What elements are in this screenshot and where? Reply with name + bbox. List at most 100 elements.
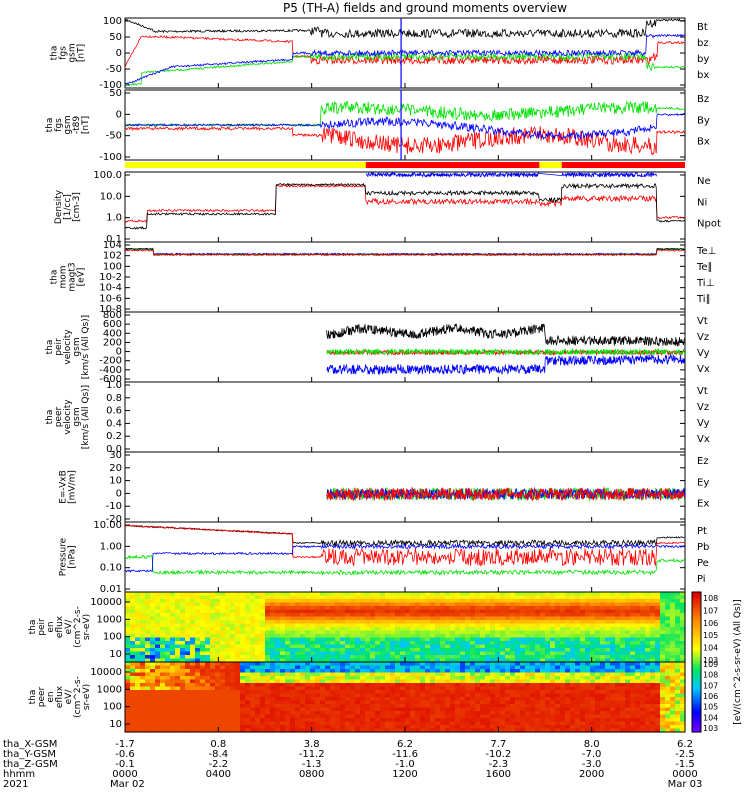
heatmap-cell [470,728,476,733]
heatmap-cell [300,623,306,628]
heatmap-cell [400,599,406,604]
heatmap-cell [175,711,181,716]
colorbar-cell [692,671,701,675]
heatmap-cell [495,627,501,632]
heatmap-cell [655,690,661,695]
heatmap-cell [500,707,506,712]
heatmap-cell [210,630,216,635]
heatmap-cell [615,686,621,691]
heatmap-cell [530,634,536,639]
heatmap-cell [370,641,376,646]
heatmap-cell [595,655,601,660]
heatmap-cell [255,711,261,716]
heatmap-cell [335,599,341,604]
heatmap-cell [465,655,471,660]
legend-ne: Ne [697,176,711,187]
heatmap-cell [340,718,346,723]
heatmap-cell [175,672,181,677]
heatmap-cell [465,704,471,709]
heatmap-cell [670,648,676,653]
heatmap-cell [295,662,301,667]
heatmap-cell [560,697,566,702]
heatmap-cell [195,704,201,709]
heatmap-cell [125,711,131,716]
heatmap-cell [260,686,266,691]
heatmap-cell [565,637,571,642]
y-axis-label: eV/ [64,619,74,635]
heatmap-cell [420,651,426,656]
heatmap-cell [375,697,381,702]
heatmap-cell [130,644,136,649]
heatmap-cell [270,613,276,618]
heatmap-cell [155,606,161,611]
heatmap-cell [360,606,366,611]
heatmap-cell [535,683,541,688]
heatmap-cell [305,714,311,719]
heatmap-cell [645,697,651,702]
heatmap-cell [330,676,336,681]
heatmap-cell [380,592,386,597]
heatmap-cell [125,669,131,674]
heatmap-cell [550,693,556,698]
heatmap-cell [270,595,276,600]
heatmap-cell [165,693,171,698]
heatmap-cell [545,704,551,709]
heatmap-cell [580,672,586,677]
heatmap-cell [585,641,591,646]
heatmap-cell [230,721,236,726]
heatmap-cell [330,662,336,667]
heatmap-cell [280,595,286,600]
heatmap-cell [245,648,251,653]
heatmap-cell [130,669,136,674]
heatmap-cell [340,651,346,656]
heatmap-cell [640,690,646,695]
heatmap-cell [455,672,461,677]
heatmap-cell [200,599,206,604]
heatmap-cell [185,683,191,688]
heatmap-cell [425,693,431,698]
heatmap-cell [615,704,621,709]
heatmap-cell [370,634,376,639]
heatmap-cell [170,648,176,653]
heatmap-cell [125,704,131,709]
heatmap-cell [200,602,206,607]
heatmap-cell [145,693,151,698]
heatmap-cell [310,616,316,621]
y-tick-label: 30 [109,450,122,461]
heatmap-cell [600,690,606,695]
heatmap-cell [450,707,456,712]
heatmap-cell [290,602,296,607]
heatmap-cell [260,676,266,681]
heatmap-cell [335,630,341,635]
heatmap-cell [230,606,236,611]
heatmap-cell [650,620,656,625]
heatmap-cell [280,641,286,646]
heatmap-cell [500,609,506,614]
heatmap-cell [355,641,361,646]
heatmap-cell [535,697,541,702]
heatmap-cell [165,711,171,716]
heatmap-cell [175,634,181,639]
heatmap-cell [500,725,506,730]
heatmap-cell [515,595,521,600]
heatmap-cell [535,665,541,670]
heatmap-cell [230,711,236,716]
heatmap-cell [315,665,321,670]
heatmap-cell [670,634,676,639]
heatmap-cell [640,679,646,684]
heatmap-cell [345,662,351,667]
heatmap-cell [300,693,306,698]
heatmap-cell [350,714,356,719]
heatmap-cell [295,725,301,730]
heatmap-cell [425,725,431,730]
heatmap-cell [185,686,191,691]
heatmap-cell [460,721,466,726]
heatmap-cell [440,658,446,663]
heatmap-cell [620,641,626,646]
heatmap-cell [360,707,366,712]
heatmap-cell [570,595,576,600]
heatmap-cell [635,658,641,663]
heatmap-cell [420,627,426,632]
heatmap-cell [270,606,276,611]
